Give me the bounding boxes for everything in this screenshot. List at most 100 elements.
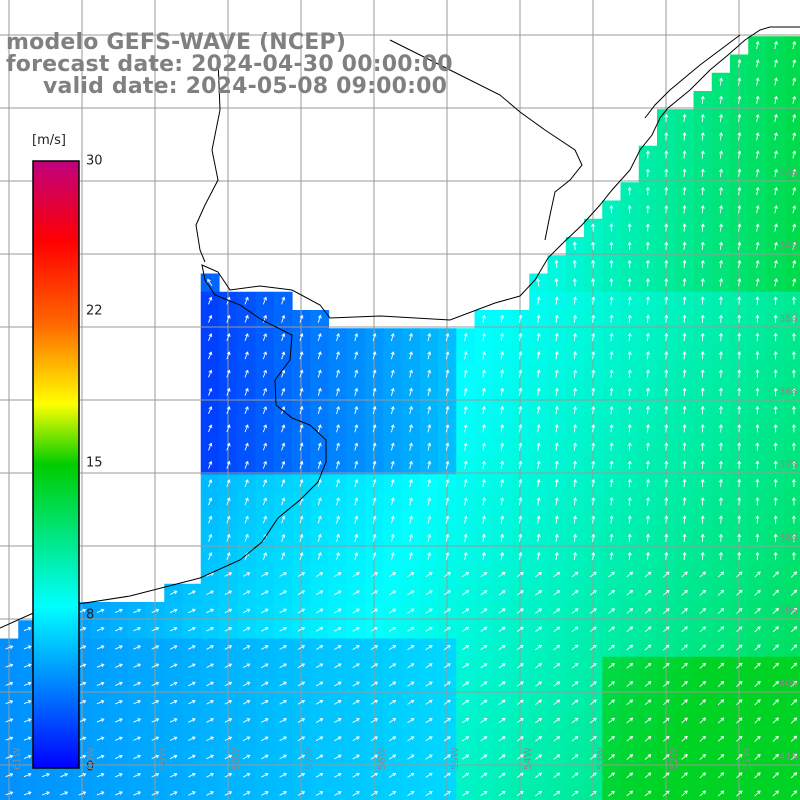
wind-arrow [41,772,50,778]
wind-arrow [700,168,705,177]
wind-arrow [737,424,742,433]
wind-arrow [591,223,596,232]
wind-arrow [317,333,322,342]
wind-arrow [790,626,798,633]
wind-arrow [169,626,178,632]
wind-arrow [244,515,249,524]
wind-arrow [78,772,87,778]
wind-arrow [755,77,760,86]
wind-arrow [773,351,778,360]
wind-arrow [425,772,433,778]
wind-arrow [700,478,705,488]
wind-arrow [78,754,87,760]
wind-arrow [737,59,742,68]
wind-arrow [573,551,578,561]
longitude-label: 51W [742,747,753,770]
wind-arrow [535,736,543,742]
wind-arrow [315,772,324,778]
wind-arrow [299,515,304,524]
wind-arrow [737,77,742,86]
wind-arrow [646,478,650,488]
wind-arrow [208,460,213,469]
wind-arrow [445,551,450,561]
wind-arrow [427,351,432,360]
wind-arrow [773,314,778,323]
wind-arrow [315,699,324,705]
wind-arrow [261,645,269,650]
wind-arrow [498,754,506,760]
wind-arrow [755,241,760,250]
wind-arrow [626,790,634,797]
wind-arrow [644,681,652,687]
wind-arrow [151,791,160,796]
wind-arrow [317,497,322,506]
wind-arrow [388,608,397,614]
wind-arrow [388,772,397,778]
wind-arrow [96,754,105,760]
wind-arrow [699,754,707,760]
wind-arrow [773,132,778,141]
wind-arrow [354,406,359,415]
wind-arrow [719,241,724,250]
wind-arrow [627,205,632,214]
wind-speed-cell [766,565,786,585]
wind-arrow [737,113,742,123]
wind-arrow [481,551,486,561]
wind-arrow [535,590,543,596]
wind-arrow [717,717,725,724]
wind-arrow [627,551,632,561]
wind-arrow [297,626,306,632]
wind-arrow [536,533,541,542]
wind-arrow [663,754,670,760]
wind-arrow [427,424,432,433]
wind-arrow [553,608,561,614]
wind-arrow [370,645,379,650]
wind-arrow [354,460,359,469]
wind-arrow [516,772,524,778]
wind-arrow [244,314,249,323]
wind-arrow [792,168,797,177]
wind-arrow [755,40,760,50]
wind-arrow [773,77,778,86]
wind-arrow [390,369,395,378]
wind-arrow [772,571,779,578]
wind-arrow [627,460,632,469]
wind-arrow [700,296,705,305]
wind-arrow [718,369,723,378]
wind-arrow [151,663,160,668]
wind-arrow [627,497,632,506]
wind-arrow [737,314,742,323]
wind-arrow [609,278,614,287]
wind-arrow [281,533,286,542]
wind-arrow [188,681,196,687]
wind-speed-cell [547,748,567,767]
wind-arrow [627,405,632,415]
wind-arrow [627,186,632,196]
wind-arrow [773,296,778,305]
wind-arrow [352,736,360,742]
wind-arrow [645,278,650,287]
wind-arrow [737,278,742,287]
wind-arrow [261,736,269,742]
wind-arrow [737,369,742,378]
wind-speed-cell [565,784,585,800]
wind-arrow [445,424,450,433]
wind-arrow [516,626,524,632]
wind-arrow [572,278,577,287]
wind-arrow [409,533,413,542]
wind-arrow [571,571,579,578]
wind-arrow [645,186,650,196]
wind-arrow [334,754,342,760]
wind-arrow [644,644,652,651]
wind-arrow [681,626,688,633]
wind-speed-cell [711,766,731,786]
wind-arrow [407,681,415,687]
wind-arrow [352,626,360,632]
wind-arrow [589,754,597,760]
wind-arrow [573,369,578,378]
wind-arrow [208,406,213,414]
wind-arrow [516,699,524,705]
wind-arrow [425,791,433,797]
wind-arrow [664,205,669,214]
wind-arrow [790,607,798,615]
